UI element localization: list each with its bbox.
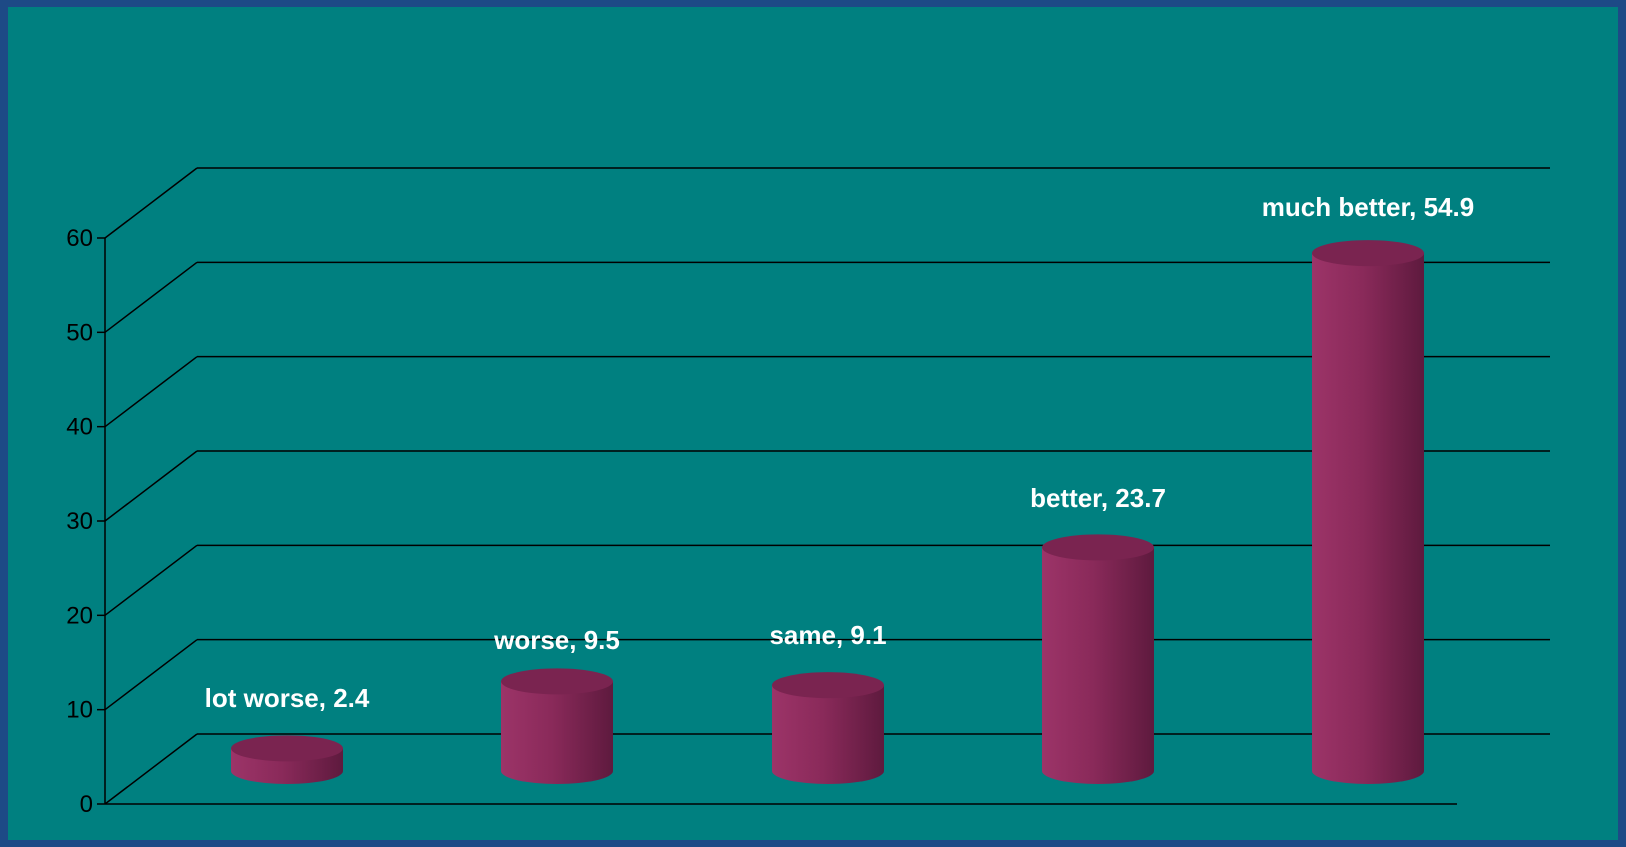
y-tick-label: 40 — [66, 414, 93, 441]
y-tick-label: 10 — [66, 697, 93, 724]
bar-lot-worse — [231, 735, 343, 784]
data-label: better, 23.7 — [1030, 483, 1166, 513]
y-axis: 0 10 20 30 40 50 60 — [66, 225, 1457, 818]
data-labels: lot worse, 2.4 worse, 9.5 same, 9.1 better,… — [205, 192, 1475, 713]
gridline-side — [104, 544, 198, 616]
data-label: lot worse, 2.4 — [205, 683, 370, 713]
bar-same — [772, 672, 884, 784]
gridline-side — [104, 639, 198, 711]
gridline-side — [104, 733, 198, 805]
bar-worse — [501, 668, 613, 784]
gridline-side — [104, 356, 198, 428]
gridline-side — [104, 450, 198, 522]
y-tick-label: 20 — [66, 602, 93, 629]
bars — [231, 240, 1424, 785]
y-tick-label: 60 — [66, 225, 93, 252]
data-label: same, 9.1 — [769, 620, 886, 650]
gridline-side — [104, 261, 198, 333]
data-label: worse, 9.5 — [493, 625, 620, 655]
y-tick-label: 50 — [66, 319, 93, 346]
y-tick-label: 0 — [80, 791, 93, 818]
data-label: much better, 54.9 — [1262, 192, 1474, 222]
bar-much-better — [1312, 240, 1424, 785]
gridline-side — [104, 167, 198, 239]
y-tick-label: 30 — [66, 508, 93, 535]
bar-better — [1042, 534, 1154, 784]
